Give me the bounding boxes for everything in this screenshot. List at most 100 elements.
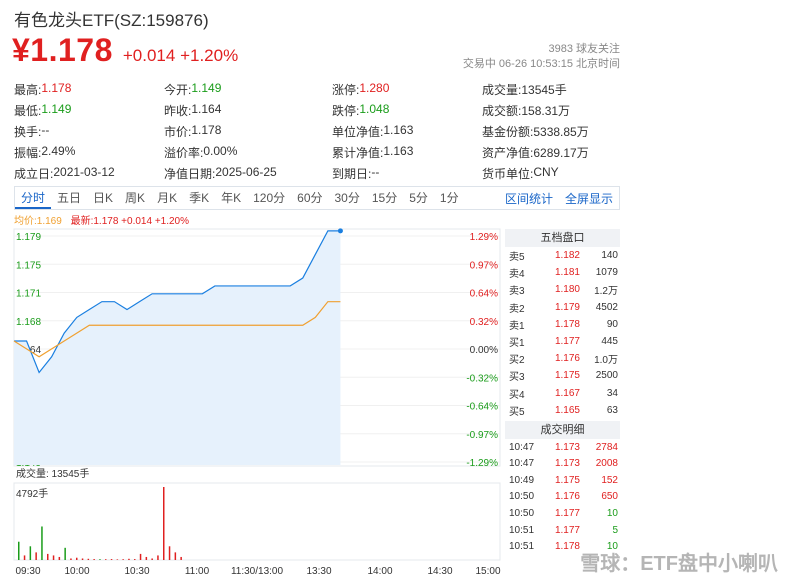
last-price-dot	[337, 228, 343, 234]
tab-8[interactable]: 60分	[297, 191, 323, 205]
stat-key: 到期日:	[332, 167, 372, 181]
ob-label: 卖1	[509, 320, 525, 332]
time-tick-label: 11:30/13:00	[231, 566, 284, 577]
volume-bar	[64, 547, 66, 560]
stat-item: 最低: 1.149	[14, 102, 164, 119]
fullscreen-link[interactable]: 全屏显示	[564, 191, 613, 206]
tab-10[interactable]: 15分	[371, 191, 398, 205]
stat-item: 成立日: 2021-03-12	[14, 165, 164, 182]
trade-row: 10:47 1.173 2008	[505, 455, 620, 472]
trade-volume: 5	[612, 524, 618, 536]
volume-bar	[134, 559, 136, 560]
price-change: +0.014 +1.20%	[122, 46, 239, 65]
stat-value: 1.280	[359, 81, 390, 95]
trade-volume: 10	[606, 541, 618, 553]
trade-time: 10:47	[509, 458, 535, 470]
stat-value: 2021-03-12	[53, 165, 115, 179]
ob-label: 卖4	[509, 269, 525, 281]
volume-bar	[139, 553, 142, 560]
ob-price: 1.181	[554, 267, 580, 279]
volume-bar	[174, 552, 177, 560]
stat-key: 市价:	[164, 125, 192, 139]
tab-0[interactable]: 分时	[15, 187, 52, 209]
stat-item: 基金份额: 5338.85万	[482, 123, 634, 140]
volume-bar	[87, 558, 90, 560]
volume-bar	[23, 555, 26, 560]
ob-label: 卖3	[509, 286, 525, 298]
volume-bar	[145, 556, 148, 560]
tab-6[interactable]: 年K	[221, 191, 242, 205]
followers-count[interactable]: 3983 球友关注	[548, 43, 620, 55]
pct-tick-label: 1.29%	[470, 232, 498, 243]
stat-item: 成交量: 13545手	[482, 81, 634, 98]
stat-value: 1.178	[41, 81, 72, 95]
stat-row: 最高: 1.178 今开: 1.149 涨停: 1.280 成交量: 13545手	[14, 79, 634, 100]
stat-value: CNY	[533, 165, 559, 179]
tab-12[interactable]: 1分	[439, 191, 459, 205]
stat-item: 资产净值: 6289.17万	[482, 144, 634, 161]
tab-5[interactable]: 季K	[189, 191, 210, 205]
trade-price: 1.176	[554, 491, 580, 503]
trade-row: 10:51 1.178 10	[505, 538, 620, 555]
order-book-title: 五档盘口	[505, 229, 620, 247]
volume-bar	[168, 546, 171, 560]
stat-item: 涨停: 1.280	[332, 81, 482, 98]
stat-value: 1.163	[383, 123, 414, 137]
stat-value: 1.048	[359, 102, 390, 116]
stat-item: 昨收: 1.164	[164, 102, 332, 119]
order-book-row: 买4 1.167 34	[505, 385, 620, 402]
tab-2[interactable]: 日K	[93, 191, 114, 205]
volume-bar	[122, 559, 124, 560]
volume-bar	[110, 559, 113, 560]
trade-time: 10:49	[509, 474, 535, 486]
pct-tick-label: -0.32%	[466, 373, 498, 384]
ob-price: 1.182	[554, 250, 580, 262]
stat-value: 6289.17万	[533, 146, 589, 160]
stat-row: 成立日: 2021-03-12 净值日期: 2025-06-25 到期日: -- 货币…	[14, 163, 634, 184]
volume-bar	[105, 559, 107, 560]
tab-9[interactable]: 30分	[334, 191, 360, 205]
tab-3[interactable]: 周K	[125, 191, 146, 205]
stat-key: 今开:	[164, 83, 192, 97]
volume-bar	[76, 557, 78, 560]
watermark: 雪球：ETF盘中小喇叭	[580, 553, 778, 575]
stat-item: 今开: 1.149	[164, 81, 332, 98]
chart-legend: 均价:1.169 最新:1.178 +0.014 +1.20%	[14, 212, 189, 227]
volume-bar	[93, 559, 95, 560]
price-tick-label: 1.175	[16, 260, 41, 271]
trade-time: 10:50	[509, 491, 535, 503]
trade-row: 10:50 1.177 10	[505, 505, 620, 522]
trade-price: 1.177	[554, 508, 580, 520]
trade-price: 1.173	[554, 458, 580, 470]
tab-7[interactable]: 120分	[253, 191, 286, 205]
ob-price: 1.167	[554, 387, 580, 399]
tab-1[interactable]: 五日	[57, 191, 82, 205]
stat-item: 货币单位: CNY	[482, 165, 634, 182]
ob-volume: 63	[606, 404, 618, 416]
ob-price: 1.177	[554, 336, 580, 348]
order-book-row: 卖3 1.180 1.2万	[505, 281, 620, 298]
order-book-row: 卖4 1.181 1079	[505, 264, 620, 281]
order-book-row: 买1 1.177 445	[505, 333, 620, 350]
trade-time: 10:50	[509, 508, 535, 520]
stat-item: 市价: 1.178	[164, 123, 332, 140]
range-stats-link[interactable]: 区间统计	[504, 191, 553, 206]
price-row: ¥1.178 +0.014 +1.20%	[12, 32, 238, 69]
trade-row: 10:50 1.176 650	[505, 489, 620, 506]
trade-price: 1.173	[554, 441, 580, 453]
ob-price: 1.178	[554, 318, 580, 330]
trade-volume: 2784	[595, 441, 618, 453]
trade-time: 10:51	[509, 541, 535, 553]
tab-11[interactable]: 5分	[409, 191, 428, 205]
ob-label: 卖2	[509, 303, 525, 315]
pct-tick-label: -0.64%	[466, 402, 498, 413]
tab-4[interactable]: 月K	[157, 191, 178, 205]
volume-bar	[41, 526, 43, 560]
stat-key: 最低:	[14, 104, 42, 118]
price-tick-label: 1.171	[16, 289, 41, 300]
ob-volume: 140	[601, 250, 618, 262]
order-book-row: 卖5 1.182 140	[505, 247, 620, 264]
current-price: ¥1.178	[12, 32, 113, 68]
ob-label: 买3	[509, 372, 525, 384]
